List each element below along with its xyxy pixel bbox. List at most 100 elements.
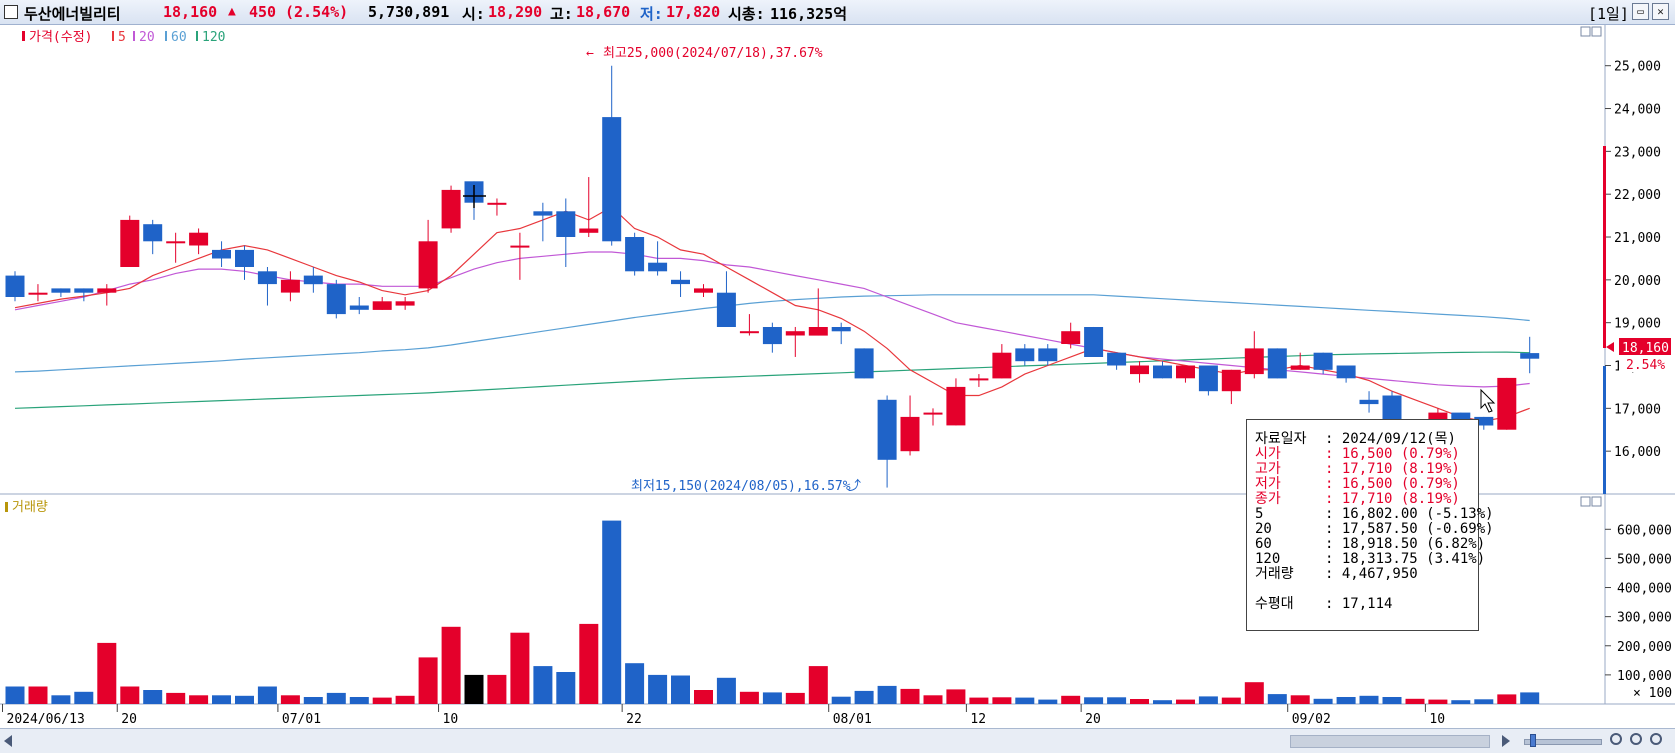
candle-body (280, 279, 300, 293)
stock-name: 두산에너빌리티 (24, 5, 121, 23)
candle-body (648, 262, 668, 272)
scroll-thumb[interactable] (1290, 735, 1490, 748)
open-value: 18,290 (488, 3, 543, 21)
volume-bar (464, 674, 484, 704)
tooltip-row: 거래량 : 4,467,950 (1255, 567, 1478, 582)
x-axis: 2024/06/13 20 07/01 10 22 08/01 12 20 09/02 10 (2, 704, 1445, 727)
tooltip-key: 거래량 (1255, 566, 1294, 582)
price-panel-max-icon[interactable] (1580, 26, 1591, 37)
volume-bar (831, 696, 851, 704)
tooltip-key: 120 (1255, 551, 1281, 567)
candle-body (1520, 353, 1540, 359)
volume-bar (533, 666, 553, 704)
candle-body (349, 305, 369, 310)
header-checkbox[interactable] (4, 5, 18, 19)
candle-body (1474, 416, 1494, 426)
volume-tick-label: 200,000 (1617, 640, 1672, 655)
scroll-right-icon[interactable] (1502, 735, 1510, 747)
mouse-pointer-icon (1480, 388, 1496, 413)
candle-body (854, 348, 874, 379)
tooltip-key: 자료일자 (1255, 431, 1307, 447)
tooltip-value: : 16,500 (0.79%) (1325, 476, 1460, 492)
candle-body (5, 275, 25, 297)
volume-bar (1176, 699, 1195, 704)
volume-bar (969, 697, 989, 704)
volume-bar (992, 697, 1012, 704)
tooltip-row: 시가 : 16,500 (0.79%) (1255, 447, 1478, 462)
zoom-out-icon[interactable] (1610, 733, 1622, 745)
volume-bar (1061, 695, 1081, 704)
price-tick-label: 20,000 (1614, 274, 1661, 289)
legend-ma5-swatch (112, 31, 114, 41)
candle-body (1084, 327, 1104, 357)
zoom-slider-handle[interactable] (1530, 734, 1536, 747)
tooltip-value: : 16,500 (0.79%) (1325, 446, 1460, 462)
volume-bar (1244, 682, 1264, 704)
volume-bar (487, 674, 507, 704)
volume-panel-max-icon[interactable] (1580, 496, 1591, 507)
price-tick-label: 23,000 (1614, 145, 1661, 160)
tooltip-key: 저가 (1255, 476, 1281, 492)
volume-bar (1382, 697, 1402, 704)
volume-bar (143, 690, 163, 704)
price-y-axis: 16,00017,00018,00019,00020,00021,00022,0… (1605, 60, 1661, 460)
tooltip-key: 수평대 (1255, 596, 1294, 612)
volume-bar (1015, 697, 1035, 704)
tooltip-value: : 18,313.75 (3.41%) (1325, 551, 1486, 567)
candle-body (785, 331, 805, 336)
zoom-slider-track[interactable] (1524, 739, 1602, 745)
candle-body (487, 202, 507, 205)
volume-bar (51, 695, 71, 704)
candle-body (510, 245, 530, 248)
tooltip-row: 60: 18,918.50 (6.82%) (1255, 537, 1485, 552)
tooltip-row (1255, 582, 1478, 597)
candle-body (1313, 352, 1333, 370)
legend-ma20: 20 (139, 30, 155, 45)
tooltip-row: 자료일자: 2024/09/12(목) (1255, 432, 1478, 447)
candle-body (602, 117, 622, 242)
tooltip-key: 20 (1255, 521, 1272, 537)
zoom-in-icon[interactable] (1630, 733, 1642, 745)
x-tick-label: 10 (1429, 712, 1445, 727)
candle-body (1130, 365, 1149, 375)
legend-ma60-swatch (165, 31, 167, 41)
volume-panel-close-icon[interactable] (1591, 496, 1602, 507)
tooltip-key: 시가 (1255, 446, 1281, 462)
candle-body (326, 284, 346, 315)
price-panel-close-icon[interactable] (1591, 26, 1602, 37)
current-price: 18,160 (163, 3, 218, 21)
volume-bar (625, 663, 645, 704)
candle-body (189, 232, 209, 246)
scroll-left-icon[interactable] (4, 735, 12, 747)
candle-body (671, 279, 690, 285)
volume-bar (854, 690, 874, 704)
current-price-badge-value: 18,160 (1622, 341, 1669, 356)
tooltip-key: 종가 (1255, 491, 1281, 507)
tooltip-value: : 17,710 (8.19%) (1325, 491, 1460, 507)
volume-bar (785, 692, 805, 704)
x-tick-label: 22 (626, 712, 642, 727)
legend-ma120-swatch (196, 31, 198, 41)
volume-bar (1474, 699, 1494, 704)
tooltip-value: : 18,918.50 (6.82%) (1325, 536, 1486, 552)
zoom-reset-icon[interactable] (1650, 733, 1662, 745)
volume-unit: × 100 (1633, 686, 1672, 701)
candle-body (1244, 348, 1264, 375)
tooltip-value: : 4,467,950 (1325, 566, 1418, 582)
volume-bar (74, 691, 94, 704)
restore-icon[interactable]: ▭ (1632, 3, 1649, 20)
annotation-low: 최저15,150(2024/08/05),16.57% (631, 479, 851, 494)
candle-body (969, 378, 989, 381)
horizontal-scrollbar[interactable] (0, 728, 1675, 753)
candle-body (716, 292, 736, 327)
volume-bar (1038, 699, 1058, 704)
annotation-low-arrow-icon: ⤴ (848, 479, 861, 494)
volume-bar (97, 642, 117, 704)
mcap-value: 116,325억 (770, 5, 848, 23)
volume-bars (5, 520, 1540, 704)
candle-body (808, 327, 828, 336)
volume-bar (510, 632, 530, 704)
period-label[interactable]: [1일] (1588, 5, 1629, 23)
close-icon[interactable]: ✕ (1652, 3, 1669, 20)
tooltip-row: 5: 16,802.00 (-5.13%) (1255, 507, 1494, 522)
